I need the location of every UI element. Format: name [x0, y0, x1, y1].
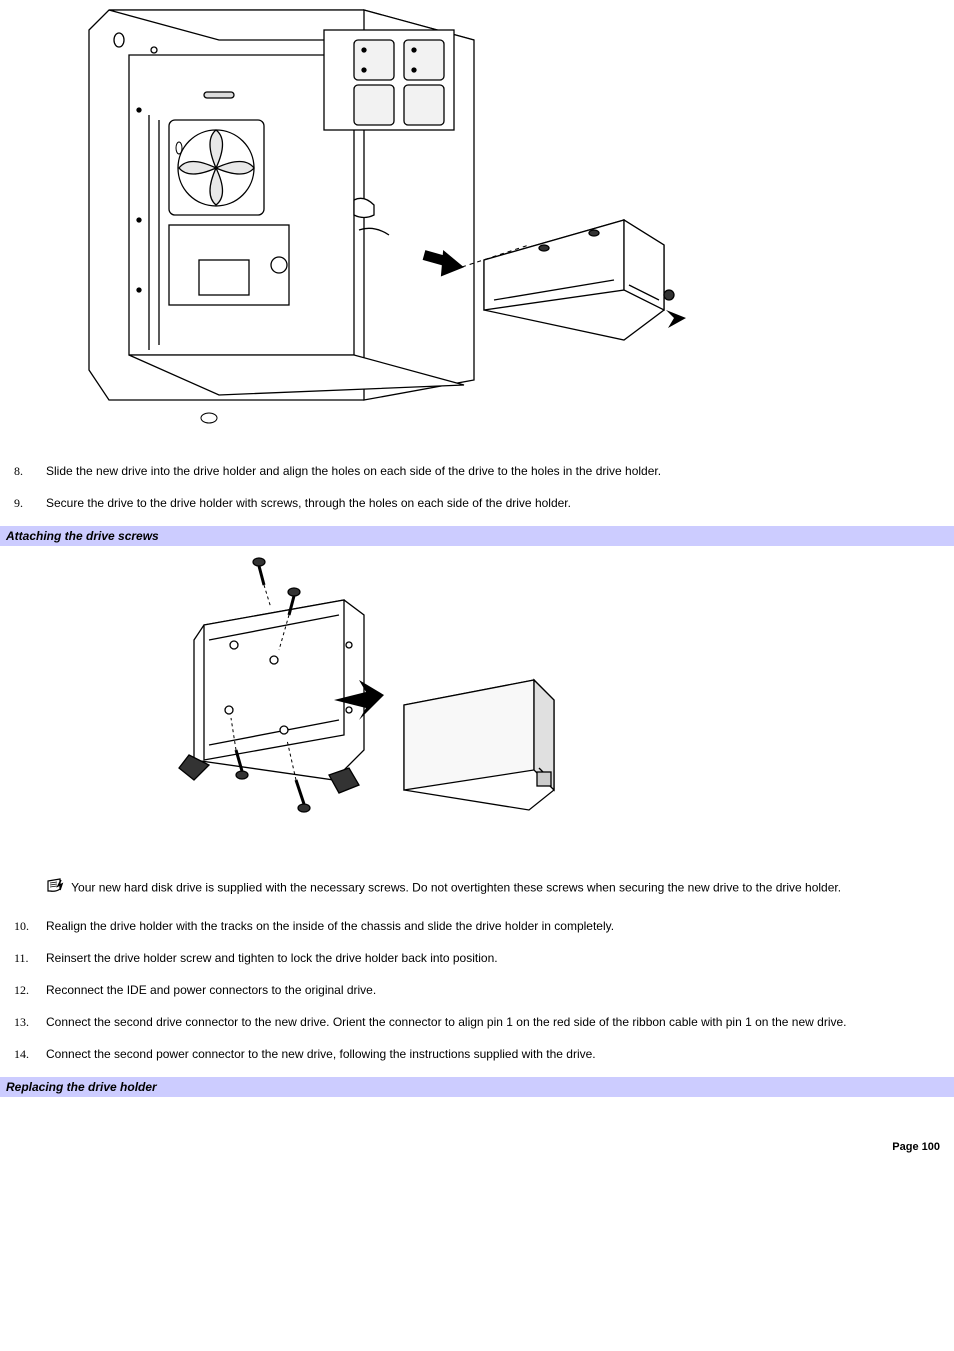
step-text: Secure the drive to the drive holder wit…: [46, 496, 571, 510]
step-text: Reconnect the IDE and power connectors t…: [46, 983, 376, 997]
step-item: 9. Secure the drive to the drive holder …: [46, 494, 944, 512]
step-text: Connect the second drive connector to th…: [46, 1015, 847, 1029]
note-text: Your new hard disk drive is supplied wit…: [68, 881, 841, 895]
step-item: 13. Connect the second drive connector t…: [46, 1013, 944, 1031]
step-number: 9.: [14, 494, 23, 512]
step-item: 10. Realign the drive holder with the tr…: [46, 917, 944, 935]
step-number: 14.: [14, 1045, 29, 1063]
step-item: 8. Slide the new drive into the drive ho…: [46, 462, 944, 480]
step-number: 12.: [14, 981, 29, 999]
step-text: Realign the drive holder with the tracks…: [46, 919, 614, 933]
step-text: Slide the new drive into the drive holde…: [46, 464, 661, 478]
step-number: 13.: [14, 1013, 29, 1031]
note-icon: [46, 878, 66, 899]
step-number: 10.: [14, 917, 29, 935]
step-number: 8.: [14, 462, 23, 480]
figure-chassis: [54, 0, 944, 438]
step-text: Connect the second power connector to th…: [46, 1047, 596, 1061]
note-block: Your new hard disk drive is supplied wit…: [14, 878, 944, 899]
section-heading-replacing: Replacing the drive holder: [0, 1077, 954, 1097]
section-heading-attaching: Attaching the drive screws: [0, 526, 954, 546]
steps-list-b: 10. Realign the drive holder with the tr…: [14, 917, 944, 1063]
steps-list-a: 8. Slide the new drive into the drive ho…: [14, 462, 944, 512]
step-item: 14. Connect the second power connector t…: [46, 1045, 944, 1063]
step-text: Reinsert the drive holder screw and tigh…: [46, 951, 498, 965]
page-number: Page 100: [0, 1101, 954, 1163]
step-number: 11.: [14, 949, 29, 967]
figure-screws: [14, 550, 944, 858]
step-item: 11. Reinsert the drive holder screw and …: [46, 949, 944, 967]
step-item: 12. Reconnect the IDE and power connecto…: [46, 981, 944, 999]
